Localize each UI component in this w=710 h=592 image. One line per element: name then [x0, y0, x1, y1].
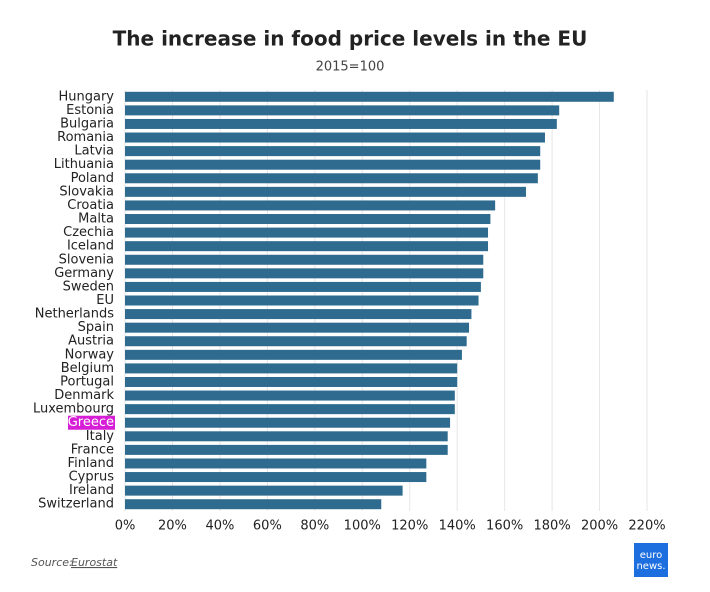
x-tick-label: 80% [300, 519, 329, 534]
y-tick-label: Sweden [63, 279, 114, 294]
bar [125, 132, 545, 143]
y-tick-label: Switzerland [38, 497, 114, 512]
bar [125, 417, 451, 428]
source-link[interactable]: Eurostat [71, 556, 118, 569]
y-tick-label: Estonia [66, 103, 114, 118]
y-tick-label: France [71, 442, 114, 457]
bar [125, 159, 541, 170]
y-tick-label: Bulgaria [60, 116, 114, 131]
y-tick-label: Poland [71, 171, 114, 186]
y-tick-label: Czechia [63, 225, 114, 240]
y-tick-label: Slovenia [59, 252, 114, 267]
y-tick-label: Lithuania [54, 157, 114, 172]
bar [125, 472, 427, 483]
bar [125, 268, 484, 279]
y-tick-label: Malta [78, 212, 114, 227]
y-tick-label: Cyprus [69, 470, 115, 485]
bar [125, 118, 557, 129]
y-tick-label: Portugal [60, 374, 114, 389]
logo [634, 543, 668, 577]
y-tick-label: Croatia [67, 198, 114, 213]
bar [125, 431, 448, 442]
chart-subtitle: 2015=100 [316, 60, 385, 75]
x-tick-label: 20% [158, 519, 187, 534]
bar [125, 349, 462, 360]
y-tick-label: Iceland [67, 239, 114, 254]
bar [125, 214, 491, 225]
bar [125, 281, 481, 292]
bar [125, 404, 455, 415]
logo-text: news. [636, 561, 665, 572]
y-tick-label: Italy [86, 429, 115, 444]
x-tick-label: 100% [344, 519, 381, 534]
bar [125, 200, 496, 211]
x-tick-label: 160% [486, 519, 523, 534]
x-tick-label: 40% [205, 519, 234, 534]
bar [125, 186, 526, 197]
y-tick-label: Austria [68, 334, 114, 349]
x-tick-label: 200% [581, 519, 618, 534]
bar [125, 499, 382, 510]
y-tick-label: Romania [57, 130, 114, 145]
y-tick-label: Finland [68, 456, 114, 471]
bar [125, 254, 484, 265]
y-tick-label: Ireland [69, 483, 114, 498]
source-label: Source: [31, 556, 73, 569]
bar [125, 390, 455, 401]
bar [125, 241, 489, 252]
bar [125, 458, 427, 469]
chart-title: The increase in food price levels in the… [113, 27, 588, 51]
bar [125, 485, 403, 496]
x-tick-label: 60% [253, 519, 282, 534]
x-tick-label: 140% [439, 519, 476, 534]
x-tick-label: 180% [534, 519, 571, 534]
bar [125, 309, 472, 320]
bar [125, 105, 560, 116]
label-highlight [68, 415, 115, 430]
bar [125, 91, 614, 102]
bar [125, 227, 489, 238]
y-tick-label: Greece [68, 415, 114, 430]
bar [125, 376, 458, 387]
y-tick-label: Slovakia [59, 184, 114, 199]
y-tick-label: Netherlands [35, 307, 114, 322]
y-tick-label: Norway [65, 347, 115, 362]
y-tick-label: Hungary [58, 89, 114, 104]
bar [125, 336, 467, 347]
y-tick-label: Latvia [74, 144, 114, 159]
bar [125, 444, 448, 455]
x-tick-label: 220% [628, 519, 665, 534]
y-tick-label: Germany [54, 266, 114, 281]
y-tick-label: Belgium [61, 361, 114, 376]
y-tick-label: EU [96, 293, 114, 308]
bar [125, 173, 538, 184]
y-tick-label: Luxembourg [33, 402, 114, 417]
bar [125, 295, 479, 306]
x-tick-label: 0% [115, 519, 136, 534]
x-tick-label: 120% [391, 519, 428, 534]
logo-text: euro [640, 550, 663, 561]
bar [125, 322, 470, 333]
y-tick-label: Spain [78, 320, 114, 335]
y-tick-label: Denmark [54, 388, 114, 403]
bar [125, 146, 541, 157]
bar [125, 363, 458, 374]
